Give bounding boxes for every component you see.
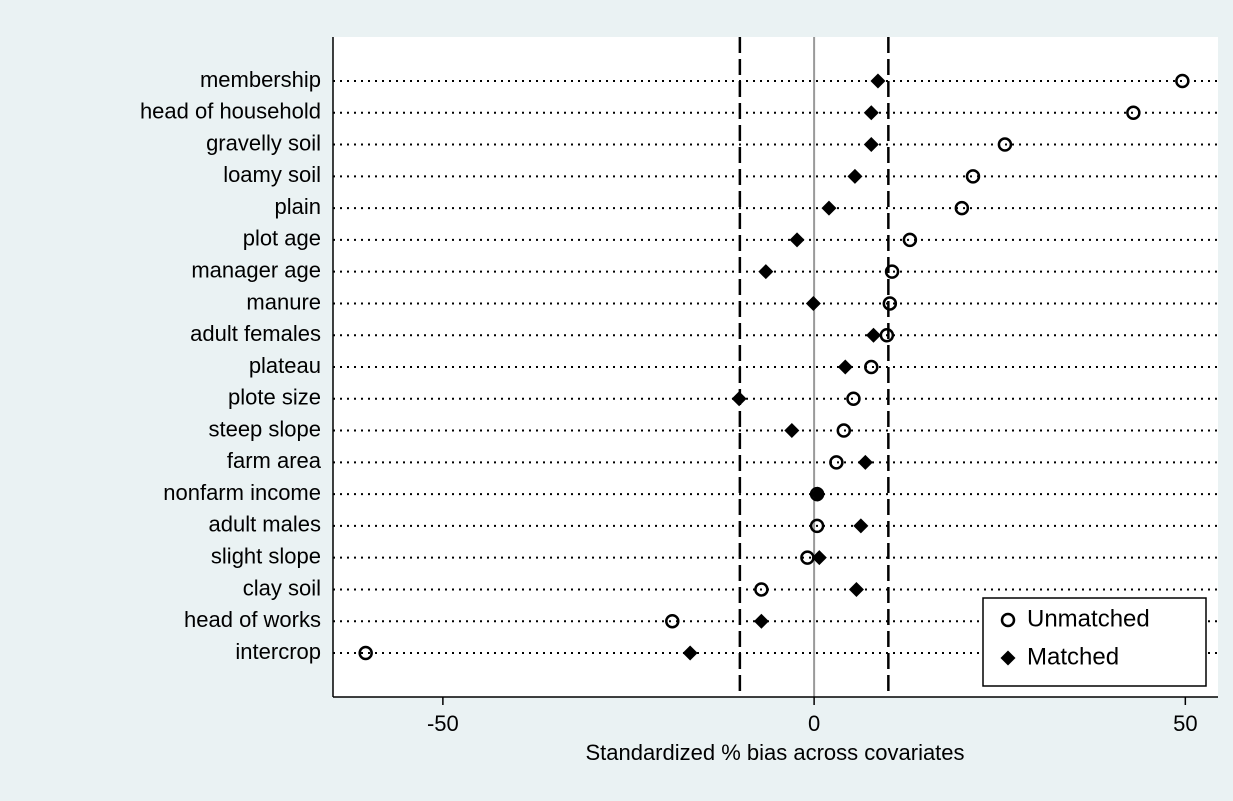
data-point [866, 327, 882, 343]
data-point [829, 455, 844, 470]
legend-box [982, 597, 1207, 687]
data-point [882, 296, 898, 311]
y-tick-label: gravelly soil [206, 130, 321, 155]
data-point [884, 264, 900, 279]
y-tick-label: membership [200, 67, 321, 92]
y-tick-label: clay soil [243, 575, 321, 600]
data-point [870, 73, 886, 89]
data-point [997, 137, 1013, 152]
y-tick-label: plain [275, 194, 321, 219]
data-point [821, 200, 837, 216]
y-tick-label: farm area [227, 448, 322, 473]
y-tick-label: plote size [228, 385, 321, 410]
data-point [902, 232, 918, 248]
data-point [848, 581, 864, 597]
data-point [811, 550, 827, 566]
y-tick-label: head of household [140, 99, 321, 124]
y-tick-label: manure [246, 289, 321, 314]
data-point [665, 613, 680, 629]
data-point [836, 423, 852, 438]
data-point [857, 454, 873, 470]
y-tick-label: manager age [191, 257, 321, 282]
legend-marker [1000, 612, 1016, 628]
data-point [846, 391, 861, 407]
data-point [810, 486, 826, 502]
y-tick-label: adult males [208, 512, 321, 537]
data-point [864, 359, 879, 375]
data-point [731, 391, 747, 407]
y-tick-label: plateau [249, 353, 321, 378]
x-tick-label: -50 [427, 711, 459, 736]
data-point [805, 295, 821, 311]
legend-label: Matched [1027, 643, 1119, 670]
x-tick-label: 0 [808, 711, 820, 736]
y-tick-label: steep slope [208, 416, 321, 441]
y-tick-label: loamy soil [223, 162, 321, 187]
data-point [784, 423, 800, 439]
y-tick-label: slight slope [211, 543, 321, 568]
data-point [754, 582, 769, 597]
legend-marker [1000, 650, 1016, 666]
data-point [847, 168, 863, 184]
data-point [853, 518, 869, 534]
x-axis-title: Standardized % bias across covariates [585, 740, 964, 765]
x-tick-label: 50 [1173, 711, 1197, 736]
data-point [809, 518, 825, 534]
data-point [837, 359, 853, 375]
data-point [358, 645, 373, 661]
y-tick-label: plot age [243, 226, 321, 251]
data-point [1126, 105, 1141, 121]
legend-label: Unmatched [1027, 605, 1150, 632]
y-tick-label: intercrop [235, 639, 321, 664]
data-point [954, 200, 970, 216]
y-tick-label: adult females [190, 321, 321, 346]
data-point [682, 645, 698, 661]
data-point [863, 105, 879, 121]
data-point [758, 264, 774, 280]
data-point [965, 169, 981, 184]
data-point [753, 613, 769, 629]
data-point [789, 232, 805, 248]
y-tick-label: nonfarm income [163, 480, 321, 505]
data-point [863, 137, 879, 153]
data-point [1175, 73, 1190, 89]
y-tick-label: head of works [184, 607, 321, 632]
